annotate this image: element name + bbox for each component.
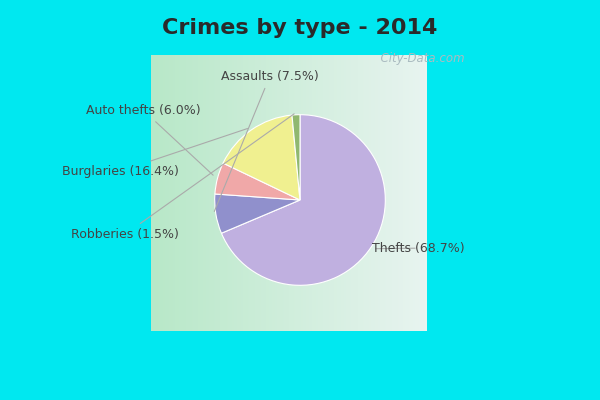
Wedge shape	[292, 115, 300, 200]
Text: Thefts (68.7%): Thefts (68.7%)	[371, 242, 464, 255]
Wedge shape	[215, 194, 300, 233]
Text: Crimes by type - 2014: Crimes by type - 2014	[163, 18, 437, 38]
Text: Burglaries (16.4%): Burglaries (16.4%)	[62, 128, 248, 178]
Text: Assaults (7.5%): Assaults (7.5%)	[214, 70, 319, 212]
Wedge shape	[215, 163, 300, 200]
Wedge shape	[223, 115, 300, 200]
Text: Auto thefts (6.0%): Auto thefts (6.0%)	[86, 104, 213, 175]
Text: City-Data.com: City-Data.com	[373, 52, 465, 65]
Text: Robberies (1.5%): Robberies (1.5%)	[71, 114, 294, 241]
Wedge shape	[221, 115, 385, 285]
